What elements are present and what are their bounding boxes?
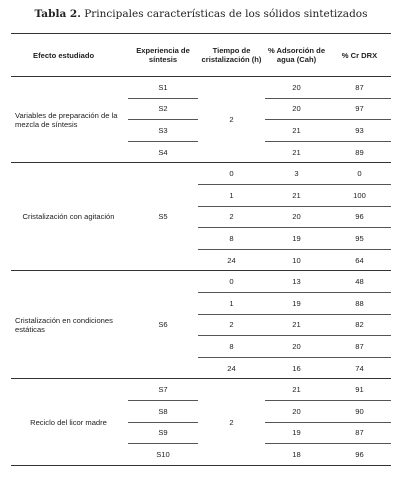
time-cell: 24 bbox=[198, 357, 265, 380]
adsorption-cell: 3 bbox=[265, 162, 328, 185]
adsorption-cell: 19 bbox=[265, 292, 328, 315]
header-experience: Experiencia de síntesis bbox=[128, 33, 198, 77]
cr-cell: 93 bbox=[328, 119, 391, 142]
time-cell: 2 bbox=[198, 76, 265, 164]
time-cell: 2 bbox=[198, 378, 265, 466]
time-cell: 2 bbox=[198, 206, 265, 229]
time-cell: 0 bbox=[198, 270, 265, 293]
time-cell: 24 bbox=[198, 249, 265, 272]
experience-cell: S2 bbox=[128, 98, 198, 121]
cr-cell: 87 bbox=[328, 335, 391, 358]
cr-cell: 64 bbox=[328, 249, 391, 272]
experience-cell: S4 bbox=[128, 141, 198, 164]
table-row: S2 20 97 bbox=[11, 98, 391, 121]
cr-cell: 95 bbox=[328, 227, 391, 250]
cr-cell: 87 bbox=[328, 422, 391, 445]
adsorption-cell: 18 bbox=[265, 443, 328, 466]
table-row: 2 20 96 bbox=[11, 206, 391, 229]
header-row: Efecto estudiado Experiencia de síntesis… bbox=[11, 33, 391, 77]
cr-cell: 74 bbox=[328, 357, 391, 380]
adsorption-cell: 13 bbox=[265, 270, 328, 293]
table-row: S3 21 93 bbox=[11, 119, 391, 142]
adsorption-cell: 19 bbox=[265, 227, 328, 250]
table-row: Cristalización en condiciones estáticas … bbox=[11, 270, 391, 380]
adsorption-cell: 16 bbox=[265, 357, 328, 380]
cr-cell: 90 bbox=[328, 400, 391, 423]
table-row: S8 20 90 bbox=[11, 400, 391, 423]
adsorption-cell: 20 bbox=[265, 206, 328, 229]
experience-cell: S8 bbox=[128, 400, 198, 423]
cr-cell: 48 bbox=[328, 270, 391, 293]
time-cell: 1 bbox=[198, 292, 265, 315]
time-cell: 8 bbox=[198, 227, 265, 250]
cr-cell: 96 bbox=[328, 443, 391, 466]
table-row: Cristalización con agitación S5 0 3 0 bbox=[11, 162, 391, 272]
header-effect: Efecto estudiado bbox=[11, 33, 128, 77]
adsorption-cell: 20 bbox=[265, 76, 328, 99]
header-cr: % Cr DRX bbox=[328, 33, 391, 77]
table-row: 24 16 74 bbox=[11, 357, 391, 380]
cr-cell: 89 bbox=[328, 141, 391, 164]
table-caption: Tabla 2. Principales características de … bbox=[0, 8, 402, 20]
cr-cell: 88 bbox=[328, 292, 391, 315]
table-row: Variables de preparación de la mezcla de… bbox=[11, 76, 391, 164]
experience-cell: S1 bbox=[128, 76, 198, 99]
cr-cell: 82 bbox=[328, 314, 391, 337]
table-row: S4 21 89 bbox=[11, 141, 391, 164]
time-cell: 0 bbox=[198, 162, 265, 185]
experience-cell: S10 bbox=[128, 443, 198, 466]
cr-cell: 91 bbox=[328, 378, 391, 401]
cr-cell: 97 bbox=[328, 98, 391, 121]
table-row: 2 21 82 bbox=[11, 314, 391, 337]
effect-cell: Reciclo del licor madre bbox=[11, 378, 128, 466]
time-cell: 2 bbox=[198, 314, 265, 337]
experience-cell: S7 bbox=[128, 378, 198, 401]
table-row: Reciclo del licor madre S7 2 21 91 bbox=[11, 378, 391, 466]
adsorption-cell: 19 bbox=[265, 422, 328, 445]
adsorption-cell: 10 bbox=[265, 249, 328, 272]
cr-cell: 87 bbox=[328, 76, 391, 99]
characteristics-table: Efecto estudiado Experiencia de síntesis… bbox=[11, 33, 391, 466]
adsorption-cell: 21 bbox=[265, 119, 328, 142]
experience-cell: S5 bbox=[128, 162, 198, 272]
caption-text: Principales características de los sólid… bbox=[80, 8, 368, 20]
table-row: 1 19 88 bbox=[11, 292, 391, 315]
table-row: 8 19 95 bbox=[11, 227, 391, 250]
effect-cell: Cristalización con agitación bbox=[11, 162, 128, 272]
table-row: S9 19 87 bbox=[11, 422, 391, 445]
adsorption-cell: 20 bbox=[265, 400, 328, 423]
time-cell: 8 bbox=[198, 335, 265, 358]
adsorption-cell: 21 bbox=[265, 141, 328, 164]
adsorption-cell: 21 bbox=[265, 378, 328, 401]
cr-cell: 100 bbox=[328, 184, 391, 207]
adsorption-cell: 20 bbox=[265, 98, 328, 121]
table-row: S10 18 96 bbox=[11, 443, 391, 466]
caption-label: Tabla 2. bbox=[34, 8, 81, 20]
table-row: 8 20 87 bbox=[11, 335, 391, 358]
effect-cell: Cristalización en condiciones estáticas bbox=[11, 270, 128, 380]
header-time: Tiempo de cristalización (h) bbox=[198, 33, 265, 77]
experience-cell: S9 bbox=[128, 422, 198, 445]
cr-cell: 0 bbox=[328, 162, 391, 185]
header-adsorption: % Adsorción de agua (Cah) bbox=[265, 33, 328, 77]
experience-cell: S3 bbox=[128, 119, 198, 142]
cr-cell: 96 bbox=[328, 206, 391, 229]
effect-cell: Variables de preparación de la mezcla de… bbox=[11, 76, 128, 164]
adsorption-cell: 21 bbox=[265, 314, 328, 337]
time-cell: 1 bbox=[198, 184, 265, 207]
adsorption-cell: 20 bbox=[265, 335, 328, 358]
adsorption-cell: 21 bbox=[265, 184, 328, 207]
experience-cell: S6 bbox=[128, 270, 198, 380]
table-row: 24 10 64 bbox=[11, 249, 391, 272]
table-row: 1 21 100 bbox=[11, 184, 391, 207]
